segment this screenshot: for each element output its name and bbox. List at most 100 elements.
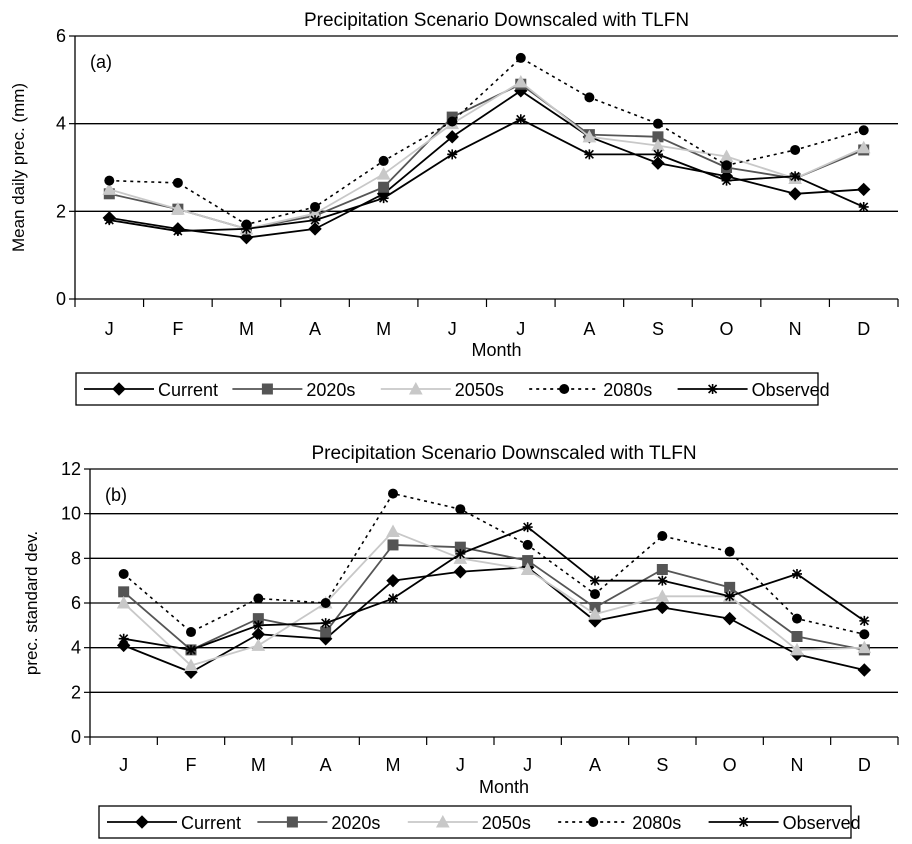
data-point bbox=[859, 615, 870, 626]
legend-label: 2080s bbox=[603, 380, 652, 400]
series-2080s bbox=[118, 488, 870, 640]
data-point bbox=[118, 568, 129, 579]
x-tick-label: F bbox=[186, 755, 197, 775]
data-point bbox=[104, 215, 115, 226]
legend-marker bbox=[435, 814, 450, 828]
y-tick-label: 0 bbox=[56, 289, 66, 309]
data-point bbox=[308, 222, 322, 236]
x-tick-label: M bbox=[251, 755, 266, 775]
panel-a-chart: Precipitation Scenario Downscaled with T… bbox=[9, 10, 899, 406]
data-point bbox=[584, 92, 595, 103]
x-tick-label: N bbox=[791, 755, 804, 775]
data-point bbox=[657, 575, 668, 586]
legend-item-2080s: 2080s bbox=[558, 813, 681, 833]
data-point bbox=[588, 607, 602, 620]
chart-title: Precipitation Scenario Downscaled with T… bbox=[304, 10, 689, 31]
legend-marker bbox=[408, 381, 423, 395]
legend: Current 2020s 2050s 2080s Observed bbox=[75, 372, 830, 406]
data-point bbox=[455, 504, 466, 515]
data-point bbox=[320, 598, 331, 608]
data-point bbox=[447, 116, 458, 127]
data-point bbox=[320, 626, 332, 638]
y-tick-label: 4 bbox=[56, 114, 66, 134]
x-tick-label: S bbox=[656, 755, 668, 775]
series-observed bbox=[118, 522, 870, 655]
x-tick-label: J bbox=[523, 755, 532, 775]
y-tick-label: 6 bbox=[71, 593, 81, 613]
x-tick-label: D bbox=[858, 755, 871, 775]
series-2080s bbox=[104, 52, 869, 230]
data-point bbox=[186, 644, 196, 655]
legend-label: 2080s bbox=[632, 813, 681, 833]
series-line bbox=[123, 526, 865, 651]
data-point bbox=[102, 182, 117, 195]
data-point bbox=[857, 640, 872, 654]
data-point bbox=[104, 175, 115, 186]
legend-item-current: Current bbox=[107, 813, 241, 833]
legend: Current 2020s 2050s 2080s Observed bbox=[98, 805, 861, 839]
data-point bbox=[790, 171, 801, 182]
x-tick-label: M bbox=[376, 319, 391, 339]
x-tick-label: S bbox=[652, 319, 664, 339]
data-point bbox=[857, 663, 872, 677]
data-point bbox=[790, 642, 804, 656]
data-point bbox=[522, 522, 533, 533]
panel-label: (a) bbox=[90, 52, 112, 72]
data-point bbox=[857, 182, 871, 197]
series-line bbox=[109, 83, 865, 230]
x-tick-label: M bbox=[239, 319, 254, 339]
x-tick-label: F bbox=[172, 319, 183, 339]
data-point bbox=[320, 618, 331, 629]
data-point bbox=[445, 130, 459, 144]
y-tick-label: 0 bbox=[71, 727, 81, 747]
data-point bbox=[652, 118, 663, 129]
x-tick-label: J bbox=[456, 755, 465, 775]
y-tick-label: 12 bbox=[61, 459, 81, 479]
legend-marker bbox=[135, 815, 149, 829]
data-point bbox=[724, 591, 735, 602]
x-axis-label: Month bbox=[471, 340, 521, 360]
data-point bbox=[655, 589, 670, 602]
x-tick-label: J bbox=[516, 319, 525, 339]
x-tick-label: N bbox=[789, 319, 802, 339]
data-point bbox=[522, 539, 533, 550]
series-2020s bbox=[118, 539, 870, 656]
data-point bbox=[118, 586, 130, 598]
data-point bbox=[376, 167, 391, 180]
legend-item-2020s: 2020s bbox=[257, 813, 380, 833]
legend-item-2080s: 2080s bbox=[529, 380, 652, 400]
data-point bbox=[656, 564, 668, 575]
series-line bbox=[123, 530, 865, 667]
data-point bbox=[118, 633, 129, 644]
data-point bbox=[515, 52, 526, 63]
data-point bbox=[651, 156, 665, 170]
panel-b-chart: Precipitation Scenario Downscaled with T… bbox=[22, 443, 899, 839]
y-tick-label: 2 bbox=[71, 682, 81, 702]
data-point bbox=[858, 125, 869, 136]
data-point bbox=[387, 539, 399, 551]
series-observed bbox=[104, 114, 869, 237]
x-tick-label: M bbox=[386, 755, 401, 775]
legend-marker bbox=[738, 817, 749, 827]
legend-label: Current bbox=[181, 813, 241, 833]
series-2050s bbox=[116, 524, 872, 672]
y-tick-label: 10 bbox=[61, 504, 81, 524]
data-point bbox=[251, 638, 266, 651]
data-point bbox=[792, 613, 802, 624]
data-point bbox=[590, 589, 600, 600]
data-point bbox=[859, 629, 870, 640]
data-point bbox=[520, 562, 535, 575]
data-point bbox=[590, 575, 600, 586]
x-tick-label: A bbox=[589, 755, 601, 775]
data-point bbox=[253, 620, 264, 631]
data-point bbox=[172, 177, 183, 188]
series-current bbox=[102, 84, 871, 245]
x-tick-label: A bbox=[320, 755, 332, 775]
legend-label: 2020s bbox=[306, 380, 355, 400]
data-point bbox=[172, 226, 183, 237]
series-line bbox=[123, 544, 865, 651]
legend-item-current: Current bbox=[84, 380, 218, 400]
data-point bbox=[186, 627, 196, 638]
data-point bbox=[116, 595, 131, 609]
